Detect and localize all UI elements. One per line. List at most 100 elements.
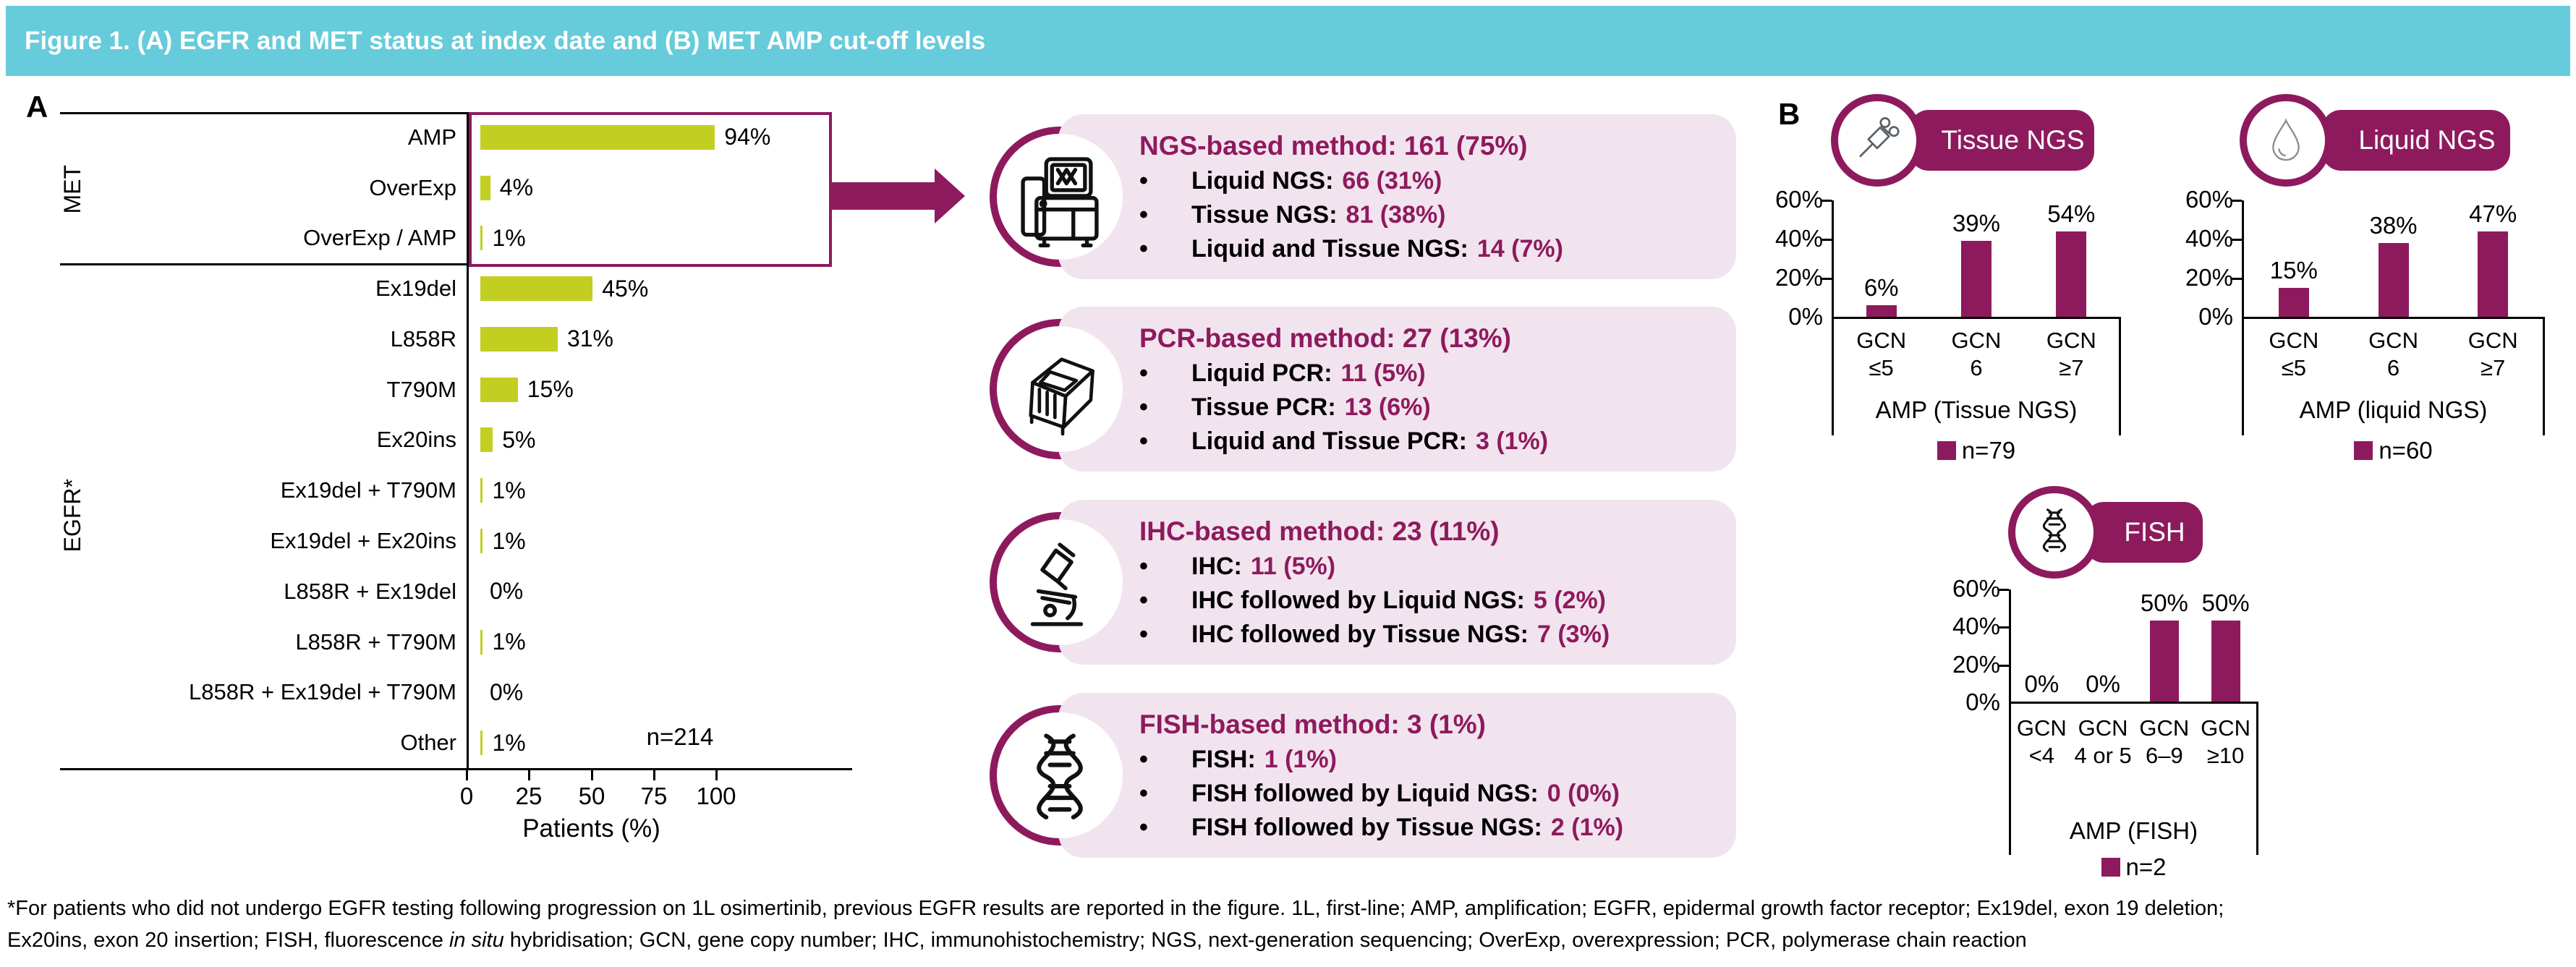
icon-disc: [1838, 101, 1916, 179]
list-item: • IHC followed by Liquid NGS: 5 (2%): [1139, 586, 1606, 614]
table-row: OverExp 4%: [0, 163, 857, 213]
bar-zone: 15%: [468, 376, 857, 403]
category-label: Ex20ins: [376, 427, 456, 453]
bar: [480, 427, 493, 453]
bar: [480, 175, 490, 200]
plot-area: 0% 0% 50% 50%: [2011, 589, 2256, 702]
y-axis-line: [2009, 589, 2011, 855]
bar-value-label: 1%: [492, 477, 526, 503]
arrow-right-icon: [935, 169, 965, 223]
table-row: AMP 94%: [0, 112, 857, 163]
y-tick: [2232, 278, 2242, 280]
list-item: • FISH followed by Tissue NGS: 2 (1%): [1139, 813, 1624, 841]
legend-swatch: [2354, 441, 2373, 460]
list-item: • IHC followed by Tissue NGS: 7 (3%): [1139, 620, 1610, 648]
panel-a-bar-chart: AMP 94% OverExp 4% OverExp / AMP 1% Ex19del…: [0, 112, 857, 768]
microscope-icon: [1030, 542, 1084, 626]
x-axis-title: Patients (%): [522, 814, 660, 843]
category-label: OverExp: [369, 174, 456, 200]
category-label: Ex19del + Ex20ins: [270, 528, 456, 553]
y-tick-label: 0%: [2198, 303, 2233, 330]
bar: [480, 377, 518, 402]
bar-value-label: 45%: [602, 275, 649, 302]
method-box-title: FISH-based method: 3 (1%): [1139, 709, 1486, 739]
bar-zone: 1%: [468, 730, 857, 757]
dna-icon: [2042, 508, 2067, 553]
bar: [2149, 621, 2179, 702]
x-axis-line: [1832, 317, 2121, 319]
bar-value-label: 15%: [2269, 257, 2318, 284]
x-tick: [591, 770, 593, 780]
x-tick-label: 0: [459, 783, 474, 809]
sample-size-label: n=214: [646, 723, 714, 750]
x-axis-line: [2009, 702, 2258, 704]
bar: [1866, 305, 1897, 317]
x-axis-title: AMP (FISH): [2069, 817, 2198, 844]
x-tick-label: GCN 4 or 5: [2074, 715, 2132, 768]
bar-value-label: 50%: [2140, 589, 2188, 616]
x-tick-label: GCN <4: [2016, 715, 2067, 768]
bar-zone: 4%: [468, 174, 857, 201]
panel-b-label: B: [1778, 97, 1801, 131]
legend-swatch: [1937, 441, 1956, 460]
bullet-icon: •: [1139, 427, 1148, 455]
chart-header-pill: Tissue NGS: [1910, 110, 2094, 171]
bar-slot: 6%: [1834, 200, 1929, 317]
figure-title: Figure 1. (A) EGFR and MET status at ind…: [25, 26, 986, 55]
bar-zone: 0%: [468, 578, 857, 605]
method-box-ihc: IHC-based method: 23 (11%) • IHC: 11 (5%) …: [1058, 500, 1736, 665]
bar-zone: 0%: [468, 679, 857, 706]
table-row: Other 1%: [0, 717, 857, 768]
x-tick-label: GCN ≥7: [2467, 328, 2518, 380]
category-label: OverExp / AMP: [303, 225, 456, 251]
y-tick: [1999, 626, 2009, 629]
list-item: • IHC: 11 (5%): [1139, 552, 1336, 580]
bar-value-label: 4%: [499, 174, 534, 201]
method-box-title: IHC-based method: 23 (11%): [1139, 516, 1500, 546]
table-row: Ex19del 45%: [0, 263, 857, 314]
table-row: T790M 15%: [0, 365, 857, 415]
group-label-egfr: EGFR*: [59, 479, 85, 553]
x-axis-line: [60, 768, 852, 770]
bar: [2478, 231, 2509, 317]
bar-value-label: 50%: [2201, 589, 2250, 616]
bar-value-label: 5%: [502, 426, 536, 453]
category-axis-top-line: [60, 112, 469, 114]
bar-value-label: 1%: [492, 224, 526, 251]
bar-zone: 45%: [468, 276, 857, 302]
table-row: Ex19del + Ex20ins 1%: [0, 516, 857, 566]
bullet-icon: •: [1139, 813, 1148, 841]
category-label: L858R + Ex19del: [284, 578, 456, 604]
label-box-border: [2543, 317, 2545, 435]
y-tick: [1822, 278, 1832, 280]
category-label: Ex19del + T790M: [280, 477, 456, 503]
x-tick: [653, 770, 655, 780]
category-label: AMP: [407, 124, 456, 150]
bar-slot: 38%: [2344, 200, 2444, 317]
y-tick-label: 60%: [1952, 575, 2000, 602]
y-tick-label: 20%: [1952, 651, 2000, 678]
list-item: • Liquid and Tissue PCR: 3 (1%): [1139, 427, 1549, 455]
x-tick-label: GCN 6: [2368, 328, 2418, 380]
bullet-icon: •: [1139, 745, 1148, 773]
chart-header-pill: Liquid NGS: [2322, 110, 2510, 171]
legend-label: n=79: [1961, 437, 2016, 464]
bar-zone: 1%: [468, 225, 857, 252]
y-tick: [1822, 200, 1832, 202]
method-box-pcr: PCR-based method: 27 (13%) • Liquid PCR: 1…: [1058, 307, 1736, 472]
y-tick-label: 40%: [1774, 225, 1823, 252]
x-category-labels: GCN ≤5 GCN 6 GCN ≥7: [1834, 327, 2119, 382]
label-box-border: [2256, 702, 2258, 855]
bar-value-label: 0%: [2086, 670, 2120, 697]
arrow-shaft: [832, 182, 935, 210]
x-tick: [528, 770, 530, 780]
bar-zone: 1%: [468, 528, 857, 555]
list-item: • FISH followed by Liquid NGS: 0 (0%): [1139, 779, 1620, 807]
x-tick-label: 75: [640, 783, 668, 809]
y-tick-label: 0%: [1788, 303, 1823, 330]
y-tick-label: 20%: [1774, 264, 1823, 291]
x-axis-title: AMP (Tissue NGS): [1875, 396, 2078, 423]
legend: n=2: [2011, 853, 2256, 881]
x-axis-title: AMP (liquid NGS): [2299, 396, 2488, 423]
bar-value-label: 1%: [492, 527, 526, 554]
